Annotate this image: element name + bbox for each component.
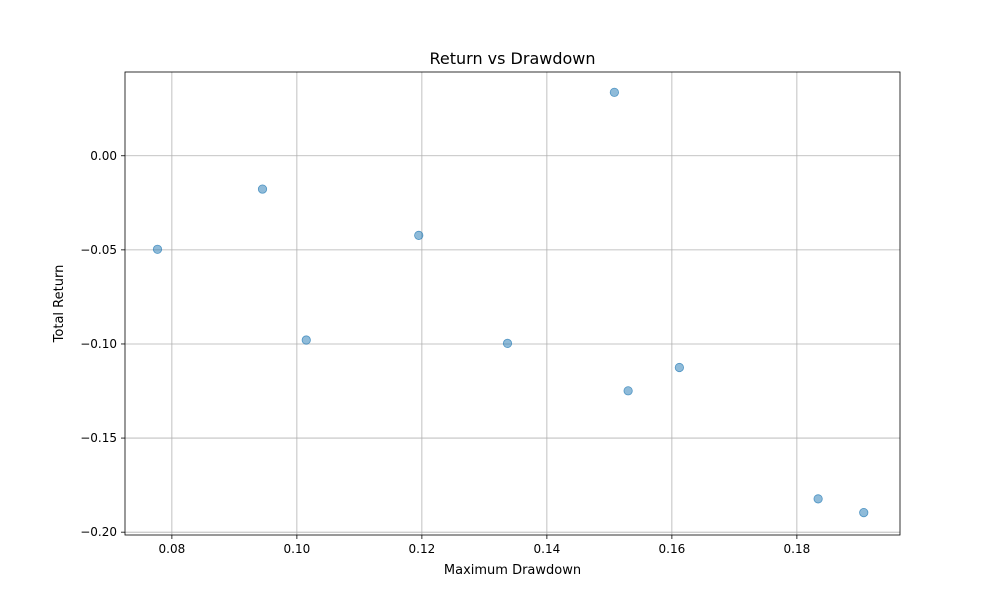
scatter-point (502, 338, 513, 349)
scatter-point (609, 87, 619, 97)
data-points (152, 87, 869, 518)
x-tick-label: 0.12 (409, 542, 436, 556)
scatter-point (859, 508, 869, 518)
x-tick-label: 0.18 (784, 542, 811, 556)
scatter-point (674, 362, 684, 373)
plot-frame (124, 71, 901, 536)
chart-title: Return vs Drawdown (429, 49, 595, 68)
scatter-point (152, 244, 163, 254)
scatter-point (257, 184, 268, 194)
x-axis-ticks: 0.08 0.10 0.12 0.14 0.16 0.18 (159, 535, 811, 556)
scatter-point (813, 494, 823, 504)
y-axis-ticks: 0.00 −0.05 −0.10 −0.15 −0.20 (80, 149, 125, 539)
y-tick-label: −0.10 (80, 337, 117, 351)
scatter-point (414, 230, 424, 240)
x-tick-label: 0.08 (159, 542, 186, 556)
grid-lines (125, 72, 900, 535)
y-tick-label: −0.20 (80, 525, 117, 539)
scatter-point (301, 335, 311, 345)
y-tick-label: −0.05 (80, 243, 117, 257)
x-tick-label: 0.14 (534, 542, 561, 556)
x-tick-label: 0.16 (659, 542, 686, 556)
x-axis-label: Maximum Drawdown (444, 563, 581, 578)
x-tick-label: 0.10 (284, 542, 311, 556)
y-tick-label: −0.15 (80, 431, 117, 445)
scatter-point (623, 386, 633, 396)
y-tick-label: 0.00 (90, 149, 117, 163)
y-axis-label: Total Return (52, 265, 67, 344)
